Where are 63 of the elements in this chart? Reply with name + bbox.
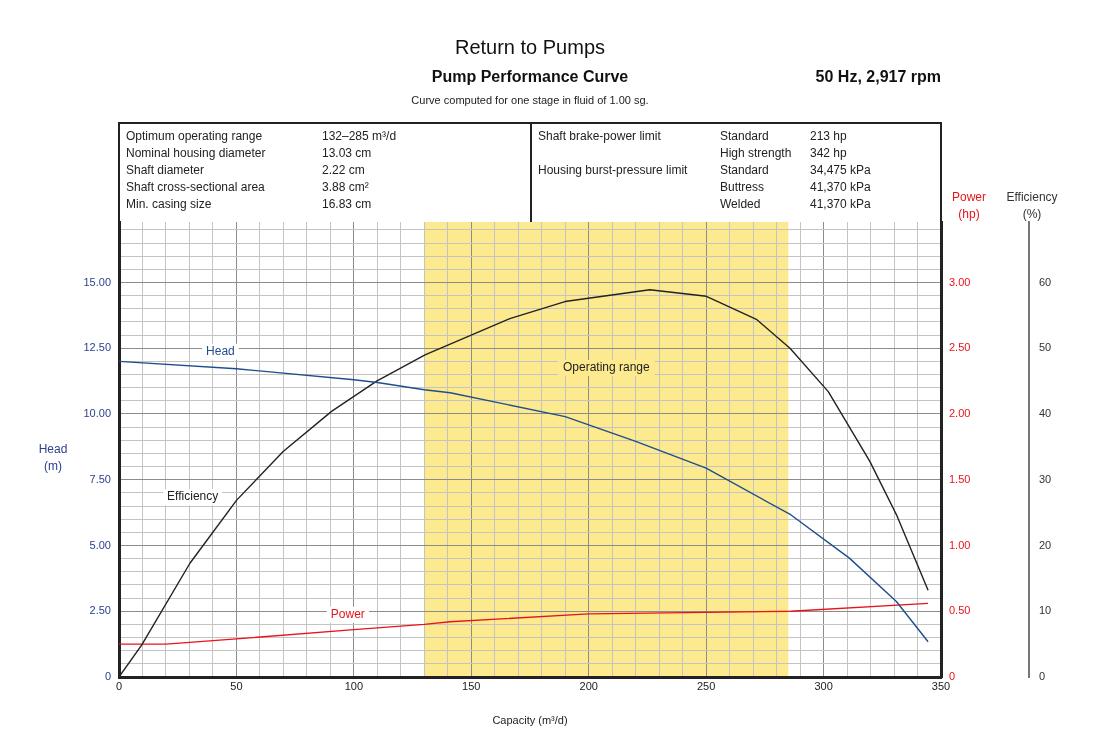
- text: 132–285 m³/d: [322, 128, 397, 144]
- text: 2.22 cm: [322, 162, 365, 178]
- band-label: Operating range: [562, 360, 651, 375]
- text: Curve computed for one stage in fluid of 1.00 sg.: [410, 94, 650, 106]
- x-tick-label: 0: [115, 679, 123, 692]
- y2-tick-label: 2.00: [949, 407, 971, 420]
- x-tick-label: 300: [814, 679, 833, 692]
- text: Shaft brake-power limit: [538, 128, 661, 144]
- y2-tick-label: 0.50: [949, 604, 971, 617]
- text: Shaft diameter: [126, 162, 205, 178]
- y-tick-label: 10.00: [83, 407, 111, 420]
- x-tick-label: 150: [462, 679, 481, 692]
- y3-tick-label: 20: [1039, 538, 1052, 551]
- x-tick-label: 350: [931, 679, 951, 692]
- x-tick-label: 100: [344, 679, 364, 692]
- text: Min. casing size: [126, 196, 212, 212]
- text: 3.88 cm²: [322, 179, 369, 195]
- y2-tick-label: 1.50: [949, 472, 971, 485]
- y3-tick-label: 40: [1039, 407, 1052, 420]
- y3-tick-label: 0: [1039, 670, 1046, 683]
- text: 13.03 cm: [322, 145, 372, 161]
- text: 16.83 cm: [322, 196, 372, 212]
- text: Optimum operating range: [126, 128, 263, 144]
- text: 50 Hz, 2,917 rpm: [815, 68, 941, 86]
- text: Nominal housing diameter: [126, 145, 266, 161]
- x-tick-label: 200: [579, 679, 598, 692]
- y3-axis-title: Efficiency (%): [1006, 190, 1058, 222]
- y3-tick-label: 10: [1039, 604, 1052, 617]
- text: 213 hp: [810, 128, 847, 144]
- y-axis-title: Head (m): [38, 442, 68, 474]
- text: Shaft cross-sectional area: [126, 179, 265, 195]
- y-tick-label: 0: [104, 670, 111, 683]
- text: Welded: [720, 196, 761, 212]
- y-tick-label: 2.50: [89, 604, 111, 617]
- chart-title: Return to Pumps: [453, 36, 607, 59]
- y-tick-label: 5.00: [89, 538, 111, 551]
- y2-tick-label: 2.50: [949, 341, 971, 354]
- x-tick-label: 50: [230, 679, 243, 692]
- x-axis-title: Capacity (m³/d): [492, 714, 568, 727]
- text: 41,370 kPa: [810, 179, 871, 195]
- y-tick-label: 12.50: [83, 341, 111, 354]
- text: 34,475 kPa: [810, 162, 871, 178]
- text: Housing burst-pressure limit: [538, 162, 688, 178]
- y2-tick-label: 0: [949, 670, 956, 683]
- y-tick-label: 7.50: [89, 472, 111, 485]
- text: Buttress: [720, 179, 765, 195]
- y3-tick-label: 60: [1039, 275, 1052, 288]
- text: Standard: [720, 162, 769, 178]
- y2-axis-title: Power (hp): [951, 190, 987, 222]
- text: Standard: [720, 128, 769, 144]
- y3-tick-label: 30: [1039, 472, 1052, 485]
- x-tick-label: 250: [696, 679, 716, 692]
- text: 342 hp: [810, 145, 847, 161]
- text: High strength: [720, 145, 792, 161]
- text: 41,370 kPa: [810, 196, 871, 212]
- y3-tick-label: 50: [1039, 341, 1052, 354]
- y2-tick-label: 1.00: [949, 538, 971, 551]
- series-label: Efficiency: [167, 489, 219, 504]
- y2-tick-label: 3.00: [949, 275, 971, 288]
- series-label: Power: [330, 606, 365, 621]
- chart-subtitle: Pump Performance Curve: [431, 68, 629, 85]
- y-tick-label: 15.00: [83, 275, 111, 288]
- series-label: Head: [206, 344, 235, 359]
